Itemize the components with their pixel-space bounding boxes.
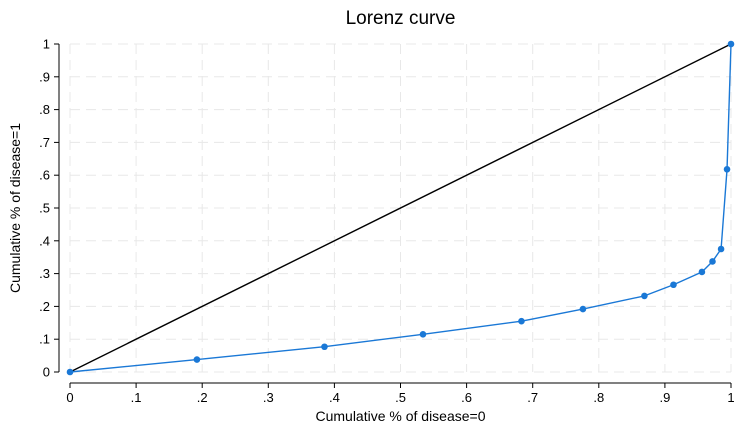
- y-tick-label: .3: [39, 266, 50, 281]
- x-tick-label: .8: [593, 390, 604, 405]
- x-tick-label: .4: [329, 390, 340, 405]
- y-tick-label: .7: [39, 135, 50, 150]
- x-tick-label: .1: [131, 390, 142, 405]
- x-tick-label: .9: [659, 390, 670, 405]
- chart-title: Lorenz curve: [346, 8, 456, 29]
- y-tick-label: .8: [39, 102, 50, 117]
- lorenz-curve-point: [321, 343, 328, 351]
- series: [66, 40, 735, 376]
- y-tick-label: 0: [43, 365, 50, 380]
- x-tick-label: .7: [527, 390, 538, 405]
- y-tick-label: .9: [39, 69, 50, 84]
- lorenz-curve-point: [717, 245, 725, 253]
- y-tick-label: .2: [39, 299, 50, 314]
- y-tick-label: .1: [39, 332, 50, 347]
- lorenz-curve-point: [419, 330, 427, 338]
- y-axis-title: Cumulative % of disease=1: [7, 123, 23, 293]
- x-tick-label: .5: [395, 390, 406, 405]
- x-axis-ticks: 0 .1 .2 .3 .4 .5 .6 .7 .8 .9 1: [66, 383, 735, 405]
- lorenz-curve-point: [641, 292, 648, 300]
- lorenz-curve-point: [193, 356, 201, 363]
- lorenz-curve-point: [709, 258, 716, 265]
- grid: [69, 43, 732, 373]
- lorenz-curve-point: [723, 165, 731, 173]
- x-axis-title: Cumulative % of disease=0: [315, 408, 485, 424]
- lorenz-curve-point: [518, 317, 525, 325]
- lorenz-curve-point: [727, 40, 735, 48]
- x-tick-label: 0: [66, 390, 73, 405]
- x-tick-label: .6: [461, 390, 472, 405]
- x-tick-label: .2: [197, 390, 208, 405]
- y-tick-label: 1: [43, 37, 50, 52]
- x-tick-label: .3: [263, 390, 274, 405]
- y-tick-label: .6: [39, 168, 50, 183]
- y-axis-ticks: 0 .1 .2 .3 .4 .5 .6 .7 .8 .9 1: [39, 37, 59, 380]
- lorenz-curve-point: [579, 305, 587, 313]
- y-tick-label: .5: [39, 201, 50, 216]
- lorenz-curve-point: [698, 268, 706, 276]
- lorenz-curve-point: [670, 281, 677, 289]
- equality-line: [69, 43, 732, 373]
- lorenz-curve-point: [66, 368, 74, 376]
- x-tick-label: 1: [727, 390, 734, 405]
- y-tick-label: .4: [39, 233, 50, 248]
